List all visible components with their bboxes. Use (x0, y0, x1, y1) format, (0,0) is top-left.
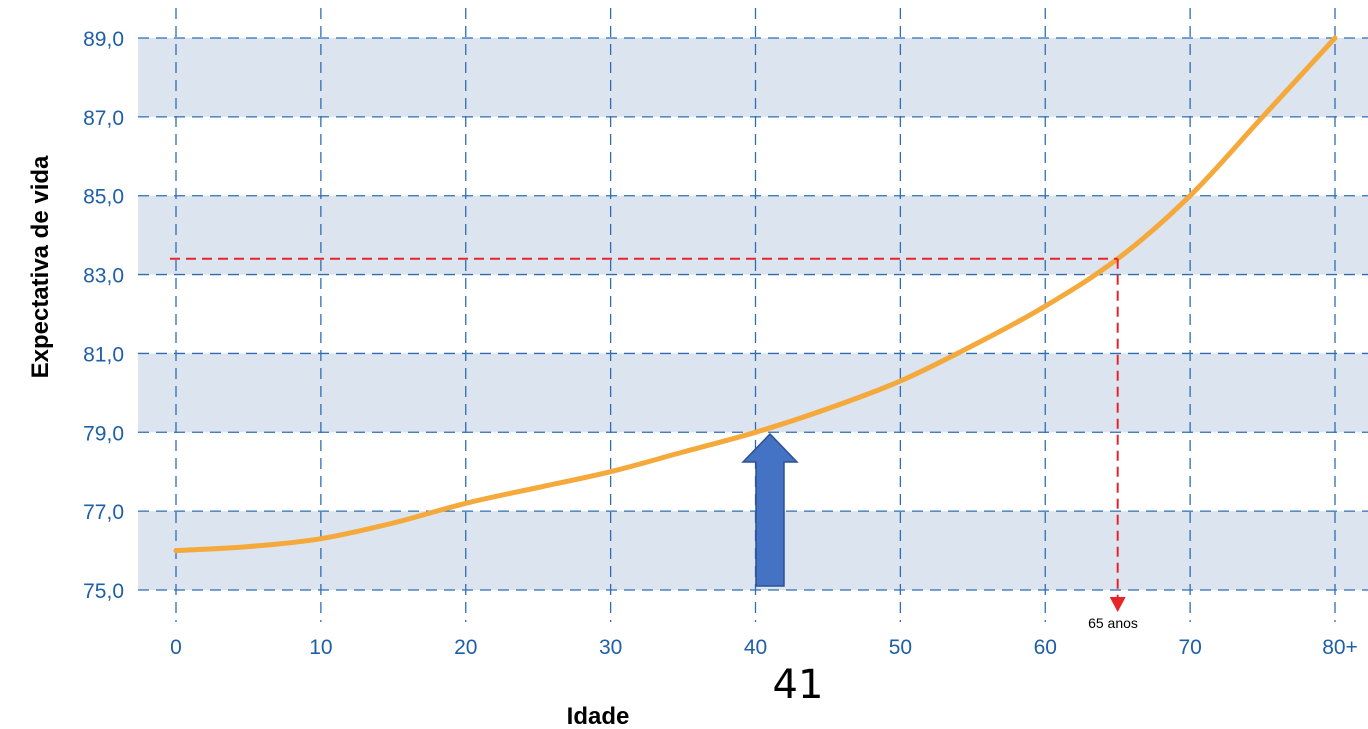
y-axis-label: Expectativa de vida (27, 155, 54, 378)
x-tick-label: 70 (1178, 636, 1201, 659)
x-tick-label: 30 (599, 636, 622, 659)
background-band (138, 353, 1368, 433)
y-tick-label: 83,0 (83, 265, 124, 288)
y-tick-label: 79,0 (83, 422, 124, 445)
background-band (138, 511, 1368, 590)
y-tick-label: 81,0 (83, 343, 124, 366)
x-tick-label: 40 (744, 636, 767, 659)
x-tick-label: 10 (309, 636, 332, 659)
y-tick-label: 85,0 (83, 186, 124, 209)
x-tick-label: 0 (170, 636, 182, 659)
arrow-value-label: 41 (773, 662, 824, 708)
y-tick-label: 77,0 (83, 501, 124, 524)
y-tick-label: 87,0 (83, 107, 124, 130)
reference-point-label: 65 anos (1088, 615, 1138, 631)
background-band (138, 195, 1368, 275)
arrow-group (741, 432, 799, 587)
reference-lines (170, 257, 1126, 612)
y-tick-label: 89,0 (83, 28, 124, 51)
x-tick-label: 20 (454, 636, 477, 659)
x-tick-label: 60 (1034, 636, 1057, 659)
y-tick-labels: 75,0 77,0 79,0 81,0 83,0 85,0 87,0 89,0 (83, 28, 124, 603)
y-tick-label: 75,0 (83, 580, 124, 603)
x-tick-label: 80+ (1322, 636, 1358, 659)
x-axis-label: Idade (567, 703, 630, 729)
grid-lines (138, 8, 1368, 622)
reference-arrowhead (1109, 597, 1126, 612)
blue-up-arrow (741, 432, 799, 587)
background-band (138, 38, 1368, 117)
x-tick-label: 50 (889, 636, 912, 659)
background-bands (138, 38, 1368, 590)
series-group (173, 35, 1338, 554)
series-line (173, 35, 1338, 554)
x-tick-labels: 0 10 20 30 40 50 60 70 80+ (170, 636, 1358, 659)
